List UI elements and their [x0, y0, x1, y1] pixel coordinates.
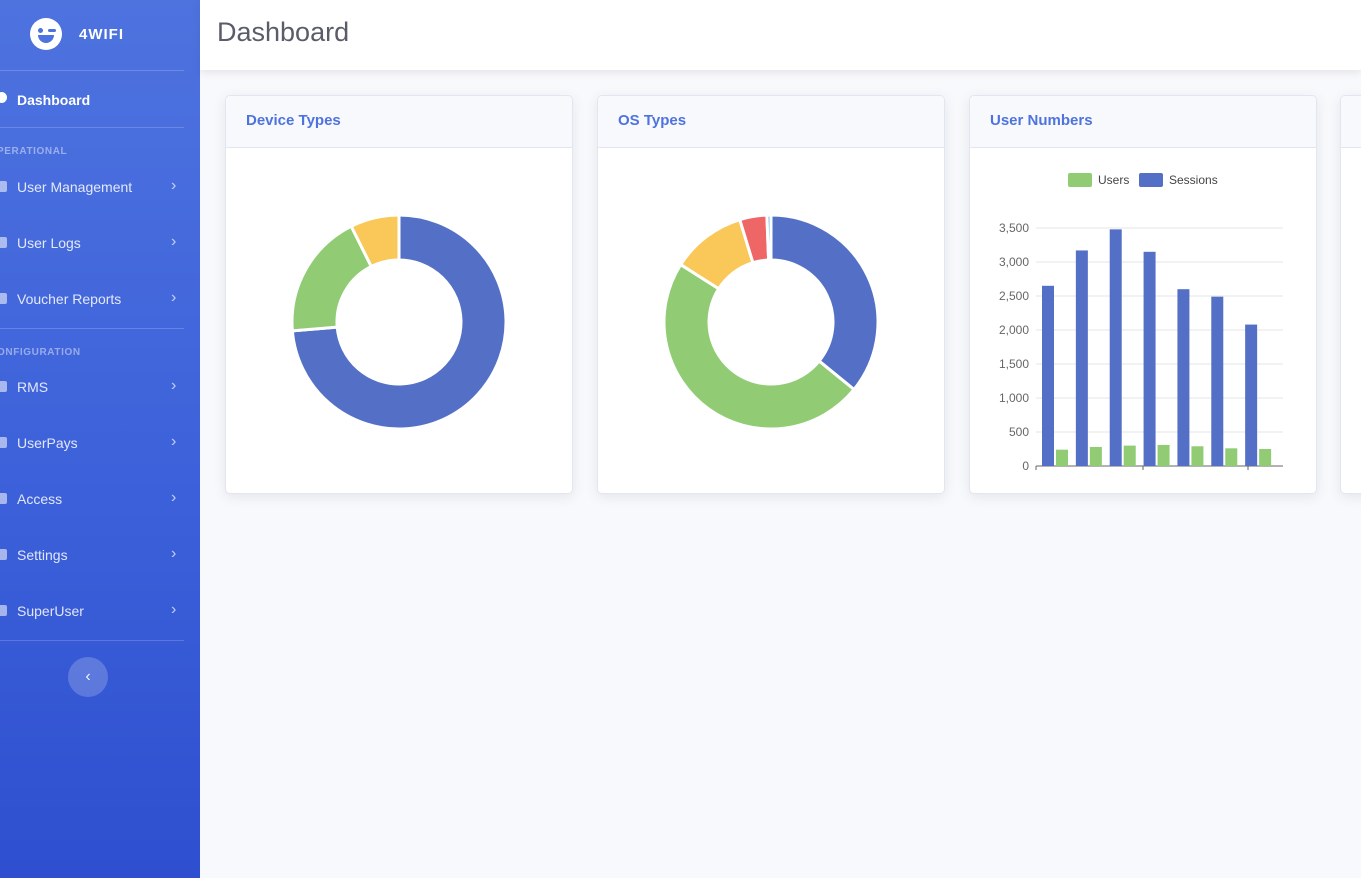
- os-types-donut-chart[interactable]: [598, 148, 944, 493]
- cog-icon: [0, 605, 7, 616]
- card-title: Device Types: [246, 112, 341, 129]
- legend-label-sessions[interactable]: Sessions: [1169, 173, 1218, 187]
- page-title: Dashboard: [217, 17, 350, 47]
- sidebar-collapse-button[interactable]: ‹: [68, 657, 108, 697]
- sidebar-item-user-logs[interactable]: User Logs ›: [0, 216, 200, 272]
- bar-sessions[interactable]: [1211, 296, 1224, 466]
- legend-label-users[interactable]: Users: [1098, 173, 1129, 187]
- device-types-donut-chart[interactable]: [226, 148, 572, 493]
- sidebar-item-voucher-reports[interactable]: Voucher Reports ›: [0, 272, 200, 328]
- donut-slice-0[interactable]: [290, 213, 508, 431]
- sidebar-item-label: Access: [17, 491, 63, 507]
- brand[interactable]: 4WIFI: [0, 0, 200, 70]
- os-types-card: OS Types: [597, 95, 945, 494]
- chevron-left-icon: ‹: [85, 668, 91, 685]
- sidebar-item-superuser[interactable]: SuperUser ›: [0, 584, 200, 640]
- bar-sessions[interactable]: [1143, 251, 1156, 466]
- sidebar-item-user-management[interactable]: User Management ›: [0, 160, 200, 216]
- access-icon: [0, 493, 7, 504]
- chevron-right-icon: ›: [171, 489, 177, 506]
- sidebar-item-label: RMS: [17, 379, 49, 395]
- bar-users[interactable]: [1259, 449, 1272, 466]
- sidebar-divider: [0, 328, 184, 329]
- sidebar-item-userpays[interactable]: UserPays ›: [0, 416, 200, 472]
- y-tick-label: 1,000: [999, 391, 1029, 405]
- bar-sessions[interactable]: [1075, 250, 1088, 466]
- legend-swatch-users[interactable]: [1068, 173, 1092, 187]
- gear-icon: [0, 549, 7, 560]
- card-header: User Numbers: [970, 96, 1316, 148]
- sidebar-item-label: Settings: [17, 547, 68, 563]
- card-header: [1341, 96, 1361, 148]
- bar-users[interactable]: [1157, 444, 1170, 466]
- section-heading-configuration: ONFIGURATION: [0, 347, 81, 358]
- user-numbers-bar-chart[interactable]: Users Sessions 0 500 1,000 1,500 2,000 2,500 3,0…: [970, 148, 1316, 493]
- sidebar-item-dashboard[interactable]: Dashboard: [0, 71, 200, 127]
- bar-users[interactable]: [1191, 446, 1204, 466]
- card-header: Device Types: [226, 96, 572, 148]
- topbar: Dashboard: [200, 0, 1361, 70]
- y-tick-label: 0: [1022, 459, 1029, 473]
- y-tick-label: 3,500: [999, 221, 1029, 235]
- sidebar-divider: [0, 640, 184, 641]
- sidebar-item-label: User Logs: [17, 235, 81, 251]
- bar-sessions[interactable]: [1109, 229, 1122, 466]
- card-header: OS Types: [598, 96, 944, 148]
- chevron-right-icon: ›: [171, 289, 177, 306]
- brand-name: 4WIFI: [79, 26, 124, 43]
- chevron-right-icon: ›: [171, 601, 177, 618]
- bar-users[interactable]: [1089, 446, 1102, 466]
- bar-sessions[interactable]: [1245, 324, 1258, 466]
- chevron-right-icon: ›: [171, 177, 177, 194]
- dollar-icon: [0, 437, 7, 448]
- y-tick-label: 1,500: [999, 357, 1029, 371]
- sidebar-item-label: UserPays: [17, 435, 78, 451]
- chevron-right-icon: ›: [171, 377, 177, 394]
- user-numbers-card: User Numbers Users Sessions 0 500 1,000 1,500…: [969, 95, 1317, 494]
- donut-slice-4[interactable]: [765, 213, 773, 262]
- warning-icon: [0, 237, 7, 248]
- card-body: Users Sessions 0 500 1,000 1,500 2,000 2,500 3,0…: [970, 148, 1316, 493]
- user-icon: [0, 181, 7, 192]
- card-title: OS Types: [618, 112, 687, 129]
- device-types-card: Device Types: [225, 95, 573, 494]
- bar-users[interactable]: [1123, 445, 1136, 466]
- chevron-right-icon: ›: [171, 233, 177, 250]
- legend-swatch-sessions[interactable]: [1139, 173, 1163, 187]
- sidebar-item-access[interactable]: Access ›: [0, 472, 200, 528]
- sidebar-item-label: User Management: [17, 179, 133, 195]
- sidebar-item-label: SuperUser: [17, 603, 84, 619]
- chevron-right-icon: ›: [171, 545, 177, 562]
- chevron-right-icon: ›: [171, 433, 177, 450]
- donut-slice-0[interactable]: [769, 213, 880, 391]
- sidebar-item-settings[interactable]: Settings ›: [0, 528, 200, 584]
- sidebar: 4WIFI Dashboard PERATIONAL User Manageme…: [0, 0, 200, 878]
- y-tick-label: 3,000: [999, 255, 1029, 269]
- rms-icon: [0, 381, 7, 392]
- sidebar-item-label: Dashboard: [17, 92, 91, 108]
- donut-slice-2[interactable]: [349, 213, 401, 269]
- dashboard-icon: [0, 92, 7, 103]
- bar-users[interactable]: [1056, 449, 1068, 466]
- sidebar-item-label: Voucher Reports: [17, 291, 122, 307]
- partial-card: [1340, 95, 1361, 494]
- sidebar-divider: [0, 127, 184, 128]
- donut-slice-1[interactable]: [662, 263, 856, 431]
- section-heading-operational: PERATIONAL: [0, 146, 68, 157]
- y-tick-label: 2,500: [999, 289, 1029, 303]
- sidebar-divider: [0, 70, 184, 71]
- sidebar-item-rms[interactable]: RMS ›: [0, 360, 200, 416]
- card-title: User Numbers: [990, 112, 1093, 129]
- brand-logo-icon: [30, 18, 62, 50]
- y-tick-label: 500: [1009, 425, 1029, 439]
- bar-sessions[interactable]: [1042, 285, 1054, 466]
- y-tick-label: 2,000: [999, 323, 1029, 337]
- bar-users[interactable]: [1225, 448, 1238, 466]
- card-body: [598, 148, 944, 493]
- report-icon: [0, 293, 7, 304]
- card-body: [226, 148, 572, 493]
- bar-sessions[interactable]: [1177, 289, 1190, 466]
